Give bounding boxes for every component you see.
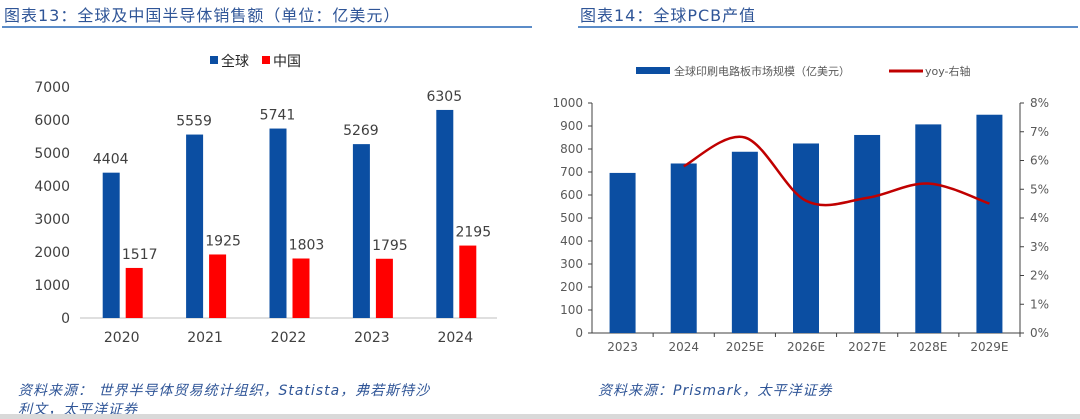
y2-tick-label: 2%: [1030, 269, 1049, 283]
data-label: 2195: [455, 225, 491, 241]
x-tick-label: 2029E: [970, 340, 1008, 354]
y2-tick-label: 8%: [1030, 96, 1049, 110]
y-tick-label: 900: [560, 119, 583, 133]
x-tick-label: 2028E: [909, 340, 947, 354]
legend-swatch: [262, 56, 270, 64]
x-tick-label: 2021: [187, 330, 223, 346]
yoy-line: [683, 135, 990, 207]
y-tick-label: 2000: [34, 245, 70, 261]
bar-pcb-market: [793, 143, 819, 333]
right-title-rule: [578, 26, 1078, 28]
y-tick-label: 1000: [34, 278, 70, 294]
data-label: 1517: [122, 247, 158, 263]
y2-tick-label: 0%: [1030, 326, 1049, 340]
y2-tick-label: 6%: [1030, 154, 1049, 168]
legend-swatch-bar: [636, 67, 670, 74]
bar-global: [269, 128, 287, 318]
semiconductor-sales-chart: 0 1000 2000 3000 4000 5000 6000 7000 2020 4404 151…: [34, 53, 497, 346]
x-tick-label: 2025E: [726, 340, 764, 354]
y-tick-label: 6000: [34, 113, 70, 129]
y-tick-label: 400: [560, 234, 583, 248]
legend-label: yoy-右轴: [925, 64, 971, 78]
y-tick-label: 700: [560, 165, 583, 179]
right-source: 资料来源：Prismark，太平洋证券: [598, 383, 833, 399]
data-label: 6305: [426, 89, 462, 105]
data-label: 4404: [93, 152, 129, 168]
x-tick-label: 2023: [354, 330, 390, 346]
y-tick-label: 800: [560, 142, 583, 156]
y-tick-label: 100: [560, 303, 583, 317]
y-tick-label: 200: [560, 280, 583, 294]
bar-china: [459, 245, 477, 318]
bar-global: [352, 144, 370, 318]
y2-tick-label: 7%: [1030, 125, 1049, 139]
data-label: 5559: [176, 114, 212, 130]
y2-tick-label: 5%: [1030, 182, 1049, 196]
bar-china: [292, 258, 310, 318]
y-tick-label: 3000: [34, 212, 70, 228]
bar-pcb-market: [854, 134, 881, 333]
legend-label: 中国: [273, 54, 301, 70]
y-tick-label: 7000: [34, 80, 70, 96]
legend-swatch: [210, 56, 218, 64]
y2-tick-label: 3%: [1030, 240, 1049, 254]
y-tick-label: 0: [61, 311, 70, 327]
data-label: 1803: [289, 238, 325, 254]
data-label: 5269: [343, 123, 379, 139]
bar-global: [102, 172, 120, 318]
bar-pcb-market: [976, 114, 1003, 333]
bar-pcb-market: [670, 163, 697, 333]
bar-global: [436, 109, 454, 318]
bar-pcb-market: [731, 151, 758, 333]
bar-pcb-market: [915, 124, 942, 333]
y-tick-label: 5000: [34, 146, 70, 162]
y-tick-label: 1000: [552, 96, 583, 110]
y-tick-label: 600: [560, 188, 583, 202]
x-tick-label: 2024: [437, 330, 473, 346]
bar-china: [375, 258, 393, 318]
legend-label: 全球: [221, 53, 249, 70]
left-title-rule: [2, 26, 532, 28]
x-tick-label: 2020: [104, 330, 140, 346]
bar-global: [186, 134, 204, 318]
y-tick-label: 4000: [34, 179, 70, 195]
y-tick-label: 300: [560, 257, 583, 271]
data-label: 1925: [205, 233, 241, 249]
right-chart-title: 图表14：全球PCB产值: [580, 6, 757, 25]
left-source-line1: 资料来源： 世界半导体贸易统计组织，Statista，弗若斯特沙: [18, 383, 431, 399]
x-tick-label: 2023: [607, 340, 638, 354]
data-label: 5741: [260, 108, 296, 124]
y2-tick-label: 1%: [1030, 297, 1049, 311]
x-tick-label: 2024: [668, 340, 699, 354]
legend-label: 全球印刷电路板市场规模（亿美元）: [674, 64, 850, 78]
x-tick-label: 2022: [271, 330, 307, 346]
y2-tick-label: 4%: [1030, 211, 1049, 225]
x-tick-label: 2026E: [787, 340, 825, 354]
bar-china: [209, 254, 227, 318]
pcb-output-chart: 0 100 200 300 400 500 600 700 800 900 1000 0% 1% 2% 3%…: [552, 64, 1049, 354]
data-label: 1795: [372, 238, 408, 254]
left-chart-title: 图表13：全球及中国半导体销售额（单位：亿美元）: [4, 6, 401, 25]
x-tick-label: 2027E: [848, 340, 886, 354]
y-tick-label: 0: [575, 326, 583, 340]
bar-pcb-market: [609, 172, 636, 333]
bar-china: [125, 267, 143, 318]
y-tick-label: 500: [560, 211, 583, 225]
bottom-strip: [0, 414, 1080, 419]
